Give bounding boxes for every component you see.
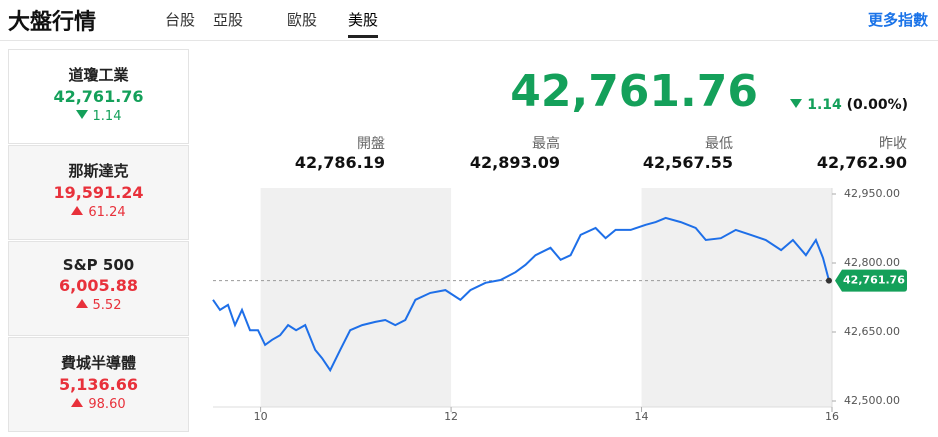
stat-label: 昨收: [879, 136, 907, 152]
y-tick-label: 42,950.00: [844, 187, 900, 200]
tab[interactable]: 亞股: [213, 11, 244, 29]
tab[interactable]: 台股: [165, 11, 196, 29]
index-change: 1.14: [9, 109, 188, 124]
change-value: 1.14: [92, 109, 122, 124]
x-tick-label: 12: [444, 410, 458, 423]
last-point: [825, 277, 832, 284]
index-name: 費城半導體: [60, 354, 136, 372]
stat-value: 42,786.19: [294, 153, 385, 172]
more-link[interactable]: 更多指數: [867, 11, 928, 29]
index-item[interactable]: 那斯達克 19,591.24 61.24: [8, 145, 189, 240]
change-value: 98.60: [88, 397, 126, 412]
change-value: 1.14: [807, 97, 842, 113]
change-arrow: [71, 206, 84, 215]
last-price-label: 42,761.76: [843, 274, 905, 287]
stat-label: 最高: [532, 136, 560, 152]
index-value: 5,136.66: [59, 375, 138, 394]
stat-value: 42,893.09: [469, 153, 560, 172]
index-change: 5.52: [9, 298, 188, 313]
widget-title: 大盤行情: [8, 10, 97, 35]
tab[interactable]: 美股: [348, 9, 379, 38]
index-change: 61.24: [9, 205, 188, 220]
divider: [0, 40, 938, 41]
change-arrow: [75, 110, 88, 119]
index-item[interactable]: 道瓊工業 42,761.76 1.14: [8, 49, 189, 144]
stat-label: 開盤: [357, 136, 385, 152]
index-value: 19,591.24: [53, 183, 144, 202]
change-percent: (0.00%): [846, 97, 908, 113]
quote-change: 1.14 (0.00%): [790, 97, 908, 113]
change-arrow: [75, 299, 88, 308]
change-arrow: [71, 398, 84, 407]
change-value: 5.52: [92, 298, 122, 313]
x-tick-label: 10: [254, 410, 268, 423]
stat-value: 42,762.90: [816, 153, 907, 172]
index-name: S&P 500: [62, 256, 135, 274]
y-tick-label: 42,800.00: [844, 256, 900, 269]
tab[interactable]: 歐股: [287, 11, 318, 29]
last-price-tag: [835, 269, 907, 292]
index-item[interactable]: S&P 500 6,005.88 5.52: [8, 241, 189, 336]
x-tick-label: 16: [825, 410, 839, 423]
chart: 10 12 14 16 42,500.00 42,650.00 42,800.00 42,95…: [212, 187, 907, 423]
x-tick-label: 14: [635, 410, 649, 423]
index-value: 6,005.88: [59, 276, 138, 295]
quote-value: 42,761.76: [510, 66, 758, 117]
y-tick-label: 42,650.00: [844, 325, 900, 338]
index-name: 那斯達克: [68, 162, 129, 180]
index-name: 道瓊工業: [68, 66, 129, 84]
stat-value: 42,567.55: [642, 153, 733, 172]
price-line: [212, 216, 830, 373]
y-tick-label: 42,500.00: [844, 394, 900, 407]
change-value: 61.24: [88, 205, 126, 220]
change-arrow: [790, 99, 803, 108]
stat-label: 最低: [705, 136, 733, 152]
index-item[interactable]: 費城半導體 5,136.66 98.60: [8, 337, 189, 432]
index-value: 42,761.76: [53, 87, 144, 106]
index-change: 98.60: [9, 397, 188, 412]
session-band: [641, 188, 832, 407]
